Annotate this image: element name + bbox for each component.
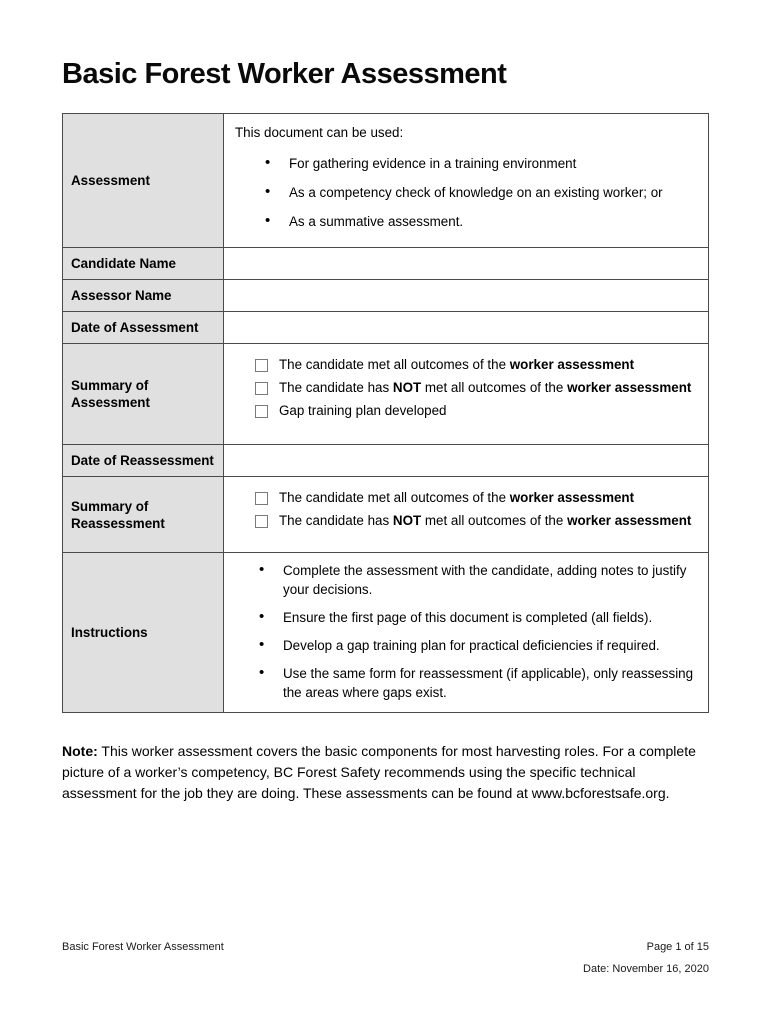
checkbox-option-gap-training: Gap training plan developed xyxy=(255,401,701,421)
table-row-summary-of-assessment: Summary of Assessment The candidate met … xyxy=(62,343,709,445)
footer-document-title: Basic Forest Worker Assessment xyxy=(62,941,224,953)
row-label-date-of-reassessment: Date of Reassessment xyxy=(62,444,224,477)
row-label-candidate-name: Candidate Name xyxy=(62,247,224,280)
list-item: • Complete the assessment with the candid… xyxy=(259,561,699,599)
bullet-icon: • xyxy=(265,212,271,229)
list-item: • Use the same form for reassessment (if … xyxy=(259,664,699,702)
row-label-assessment: Assessment xyxy=(62,113,224,248)
instructions-bullet-list: • Complete the assessment with the candid… xyxy=(239,561,699,702)
list-item: • Develop a gap training plan for practic… xyxy=(259,636,699,655)
list-item-text: For gathering evidence in a training env… xyxy=(289,156,577,171)
list-item-text: As a competency check of knowledge on an… xyxy=(289,185,663,200)
bullet-icon: • xyxy=(265,183,271,200)
date-of-reassessment-field[interactable] xyxy=(223,444,709,477)
checkbox-option-label: The candidate met all outcomes of the wo… xyxy=(279,490,635,505)
row-label-instructions: Instructions xyxy=(62,552,224,713)
checkbox-option-label: The candidate has NOT met all outcomes o… xyxy=(279,380,692,395)
table-row-instructions: Instructions • Complete the assessment wi… xyxy=(62,552,709,713)
assessment-info-table: Assessment This document can be used: • F… xyxy=(62,113,709,713)
row-label-date-of-assessment: Date of Assessment xyxy=(62,311,224,344)
list-item-text: Complete the assessment with the candida… xyxy=(283,563,687,597)
bullet-icon: • xyxy=(265,154,271,171)
row-label-summary-of-assessment: Summary of Assessment xyxy=(62,343,224,445)
list-item: • For gathering evidence in a training en… xyxy=(265,154,699,173)
footer-page-number: Page 1 of 15 xyxy=(646,941,709,953)
bullet-icon: • xyxy=(259,636,265,653)
checkbox[interactable] xyxy=(255,381,268,395)
page-title: Basic Forest Worker Assessment xyxy=(62,58,507,90)
instructions-cell: • Complete the assessment with the candid… xyxy=(223,552,709,713)
list-item: • As a competency check of knowledge on a… xyxy=(265,183,699,202)
note-paragraph: Note: This worker assessment covers the … xyxy=(62,741,713,804)
checkbox-option-label: Gap training plan developed xyxy=(279,403,447,418)
table-row-date-of-reassessment: Date of Reassessment xyxy=(62,444,709,477)
note-label: Note: xyxy=(62,743,98,759)
checkbox[interactable] xyxy=(255,404,268,418)
list-item-text: Develop a gap training plan for practica… xyxy=(283,638,660,653)
checkbox-option-not-met-outcomes: The candidate has NOT met all outcomes o… xyxy=(255,378,701,398)
table-row-assessment: Assessment This document can be used: • F… xyxy=(62,113,709,248)
table-row-date-of-assessment: Date of Assessment xyxy=(62,311,709,344)
checkbox[interactable] xyxy=(255,358,268,372)
summary-of-reassessment-cell: The candidate met all outcomes of the wo… xyxy=(223,476,709,553)
list-item: • Ensure the first page of this document … xyxy=(259,608,699,627)
table-row-summary-of-reassessment: Summary of Reassessment The candidate me… xyxy=(62,476,709,553)
checkbox-option-not-met-outcomes: The candidate has NOT met all outcomes o… xyxy=(255,511,701,531)
checkbox-option-label: The candidate has NOT met all outcomes o… xyxy=(279,513,692,528)
date-of-assessment-field[interactable] xyxy=(223,311,709,344)
checkbox-option-met-outcomes: The candidate met all outcomes of the wo… xyxy=(255,355,701,375)
list-item-text: Ensure the first page of this document i… xyxy=(283,610,653,625)
candidate-name-field[interactable] xyxy=(223,247,709,280)
checkbox[interactable] xyxy=(255,514,268,528)
table-row-assessor-name: Assessor Name xyxy=(62,279,709,312)
list-item: • As a summative assessment. xyxy=(265,212,699,231)
assessor-name-field[interactable] xyxy=(223,279,709,312)
footer-date: Date: November 16, 2020 xyxy=(583,963,709,975)
footer-right-block: Page 1 of 15 Date: November 16, 2020 xyxy=(583,936,709,980)
note-text: This worker assessment covers the basic … xyxy=(62,743,696,801)
checkbox-option-met-outcomes: The candidate met all outcomes of the wo… xyxy=(255,488,701,508)
row-label-assessor-name: Assessor Name xyxy=(62,279,224,312)
bullet-icon: • xyxy=(259,664,265,681)
list-item-text: Use the same form for reassessment (if a… xyxy=(283,666,694,700)
summary-of-assessment-cell: The candidate met all outcomes of the wo… xyxy=(223,343,709,445)
table-row-candidate-name: Candidate Name xyxy=(62,247,709,280)
assessment-intro-text: This document can be used: xyxy=(235,125,404,140)
bullet-icon: • xyxy=(259,608,265,625)
checkbox-option-label: The candidate met all outcomes of the wo… xyxy=(279,357,635,372)
page-footer: Basic Forest Worker Assessment Page 1 of… xyxy=(62,936,709,980)
checkbox[interactable] xyxy=(255,491,268,505)
list-item-text: As a summative assessment. xyxy=(289,214,464,229)
bullet-icon: • xyxy=(259,561,265,578)
assessment-description-cell: This document can be used: • For gatherin… xyxy=(223,113,709,248)
row-label-summary-of-reassessment: Summary of Reassessment xyxy=(62,476,224,553)
assessment-bullet-list: • For gathering evidence in a training en… xyxy=(235,154,699,231)
